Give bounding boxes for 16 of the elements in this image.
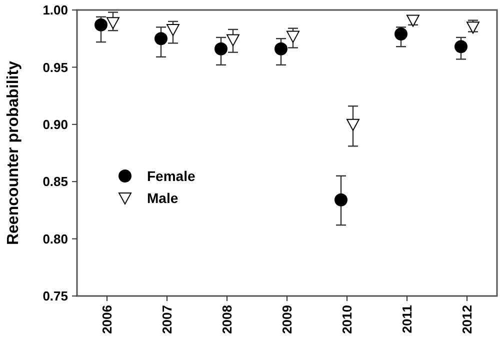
y-tick-label: 0.85 bbox=[42, 174, 68, 190]
legend-label: Female bbox=[147, 168, 196, 184]
y-tick-label: 0.75 bbox=[42, 288, 68, 304]
x-tick-label: 2011 bbox=[400, 305, 415, 334]
legend-label: Male bbox=[147, 190, 178, 206]
x-tick-label: 2010 bbox=[340, 305, 355, 334]
x-tick-label: 2006 bbox=[100, 305, 115, 334]
y-tick-label: 0.95 bbox=[42, 60, 68, 75]
x-tick-label: 2008 bbox=[220, 305, 235, 334]
x-tick-label: 2009 bbox=[280, 305, 295, 334]
y-tick-label: 0.90 bbox=[42, 116, 68, 132]
x-tick-label: 2012 bbox=[460, 305, 475, 334]
y-tick-label: 0.80 bbox=[42, 231, 68, 246]
y-axis-title: Reencounter probability bbox=[5, 60, 22, 246]
x-tick-label: 2007 bbox=[160, 305, 175, 334]
y-tick-label: 1.00 bbox=[42, 2, 68, 18]
